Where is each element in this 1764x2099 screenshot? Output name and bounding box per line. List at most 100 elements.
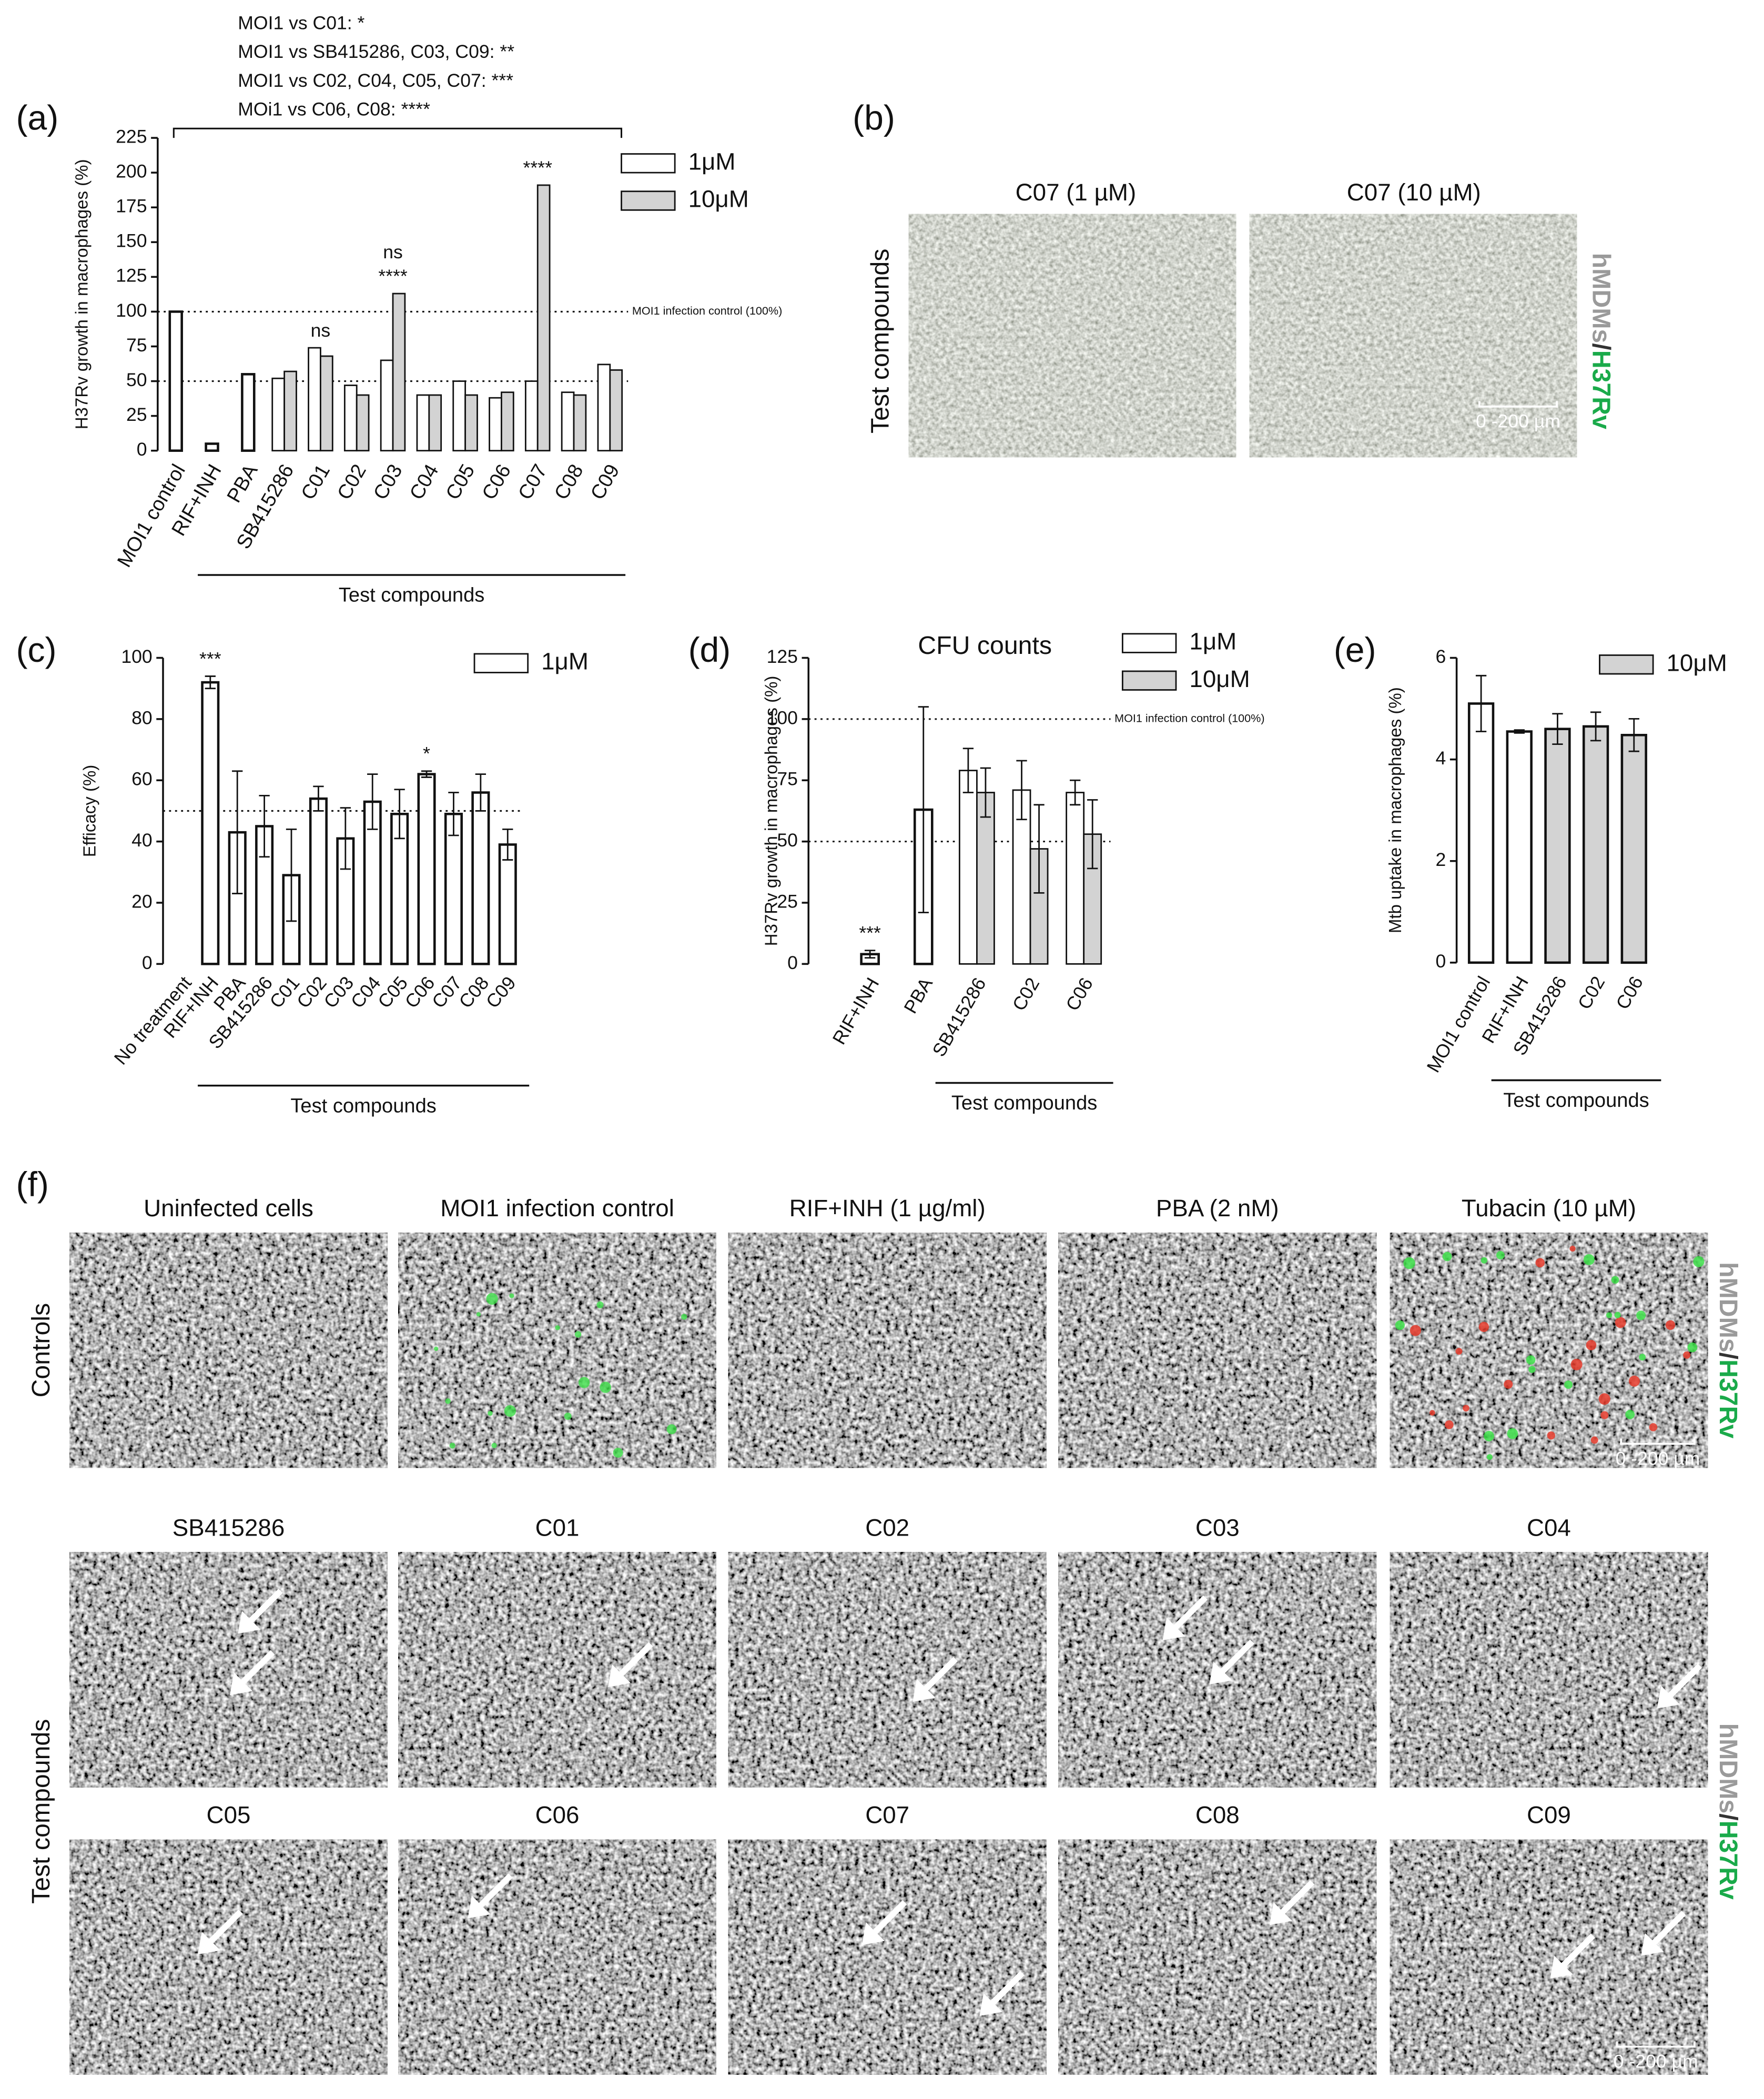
spot (1598, 1393, 1610, 1405)
micrograph (1058, 1839, 1377, 2075)
stat-note: MOi1 vs C06, C08: **** (238, 98, 430, 119)
stain-label: hMDMs/H37Rv (1714, 1262, 1742, 1438)
spot (574, 1331, 582, 1338)
bar (417, 773, 436, 965)
spot (1625, 1409, 1635, 1419)
error-bar (962, 748, 974, 793)
stain-part: / (1714, 1813, 1742, 1820)
spot (1395, 1320, 1405, 1330)
legend-label: 1μM (541, 648, 589, 675)
panel-label: (c) (16, 630, 56, 669)
spot (681, 1314, 687, 1320)
bar (241, 373, 256, 452)
group-label: Test compounds (290, 1095, 437, 1117)
spot (1442, 1252, 1452, 1262)
error-bar (313, 785, 324, 812)
y-tick-label: 6 (1435, 646, 1446, 667)
y-tick-label: 50 (777, 830, 798, 851)
bar (205, 442, 219, 452)
scale-label: 0 -200 µm (1614, 2051, 1698, 2072)
arrow-head (198, 1932, 221, 1955)
stain-part: hMDMs (1714, 1723, 1742, 1814)
bar (536, 184, 551, 452)
spot (1569, 1245, 1576, 1252)
error-bar (1552, 713, 1563, 745)
y-tick-label: 75 (126, 335, 147, 356)
y-axis-label: H37Rv growth in macrophages (%) (72, 159, 91, 429)
error-bar (232, 770, 243, 894)
spot (596, 1301, 604, 1309)
y-tick-label: 0 (142, 952, 153, 973)
arrow (475, 1873, 513, 1911)
arrow (920, 1657, 958, 1695)
y-tick-label: 60 (131, 769, 153, 790)
stain-part: H37Rv (1714, 1821, 1742, 1900)
bar (1620, 733, 1647, 964)
y-tick-label: 80 (131, 707, 153, 728)
image-title: Uninfected cells (144, 1195, 313, 1222)
arrow (1216, 1639, 1254, 1678)
spot (488, 1410, 493, 1416)
panel-label: (b) (853, 98, 895, 137)
y-tick-label: 0 (137, 439, 147, 460)
bar (416, 394, 430, 452)
y-tick-label: 25 (126, 404, 147, 425)
spot (1484, 1430, 1495, 1441)
arrow (205, 1909, 243, 1947)
spot (555, 1325, 560, 1330)
arrow-head (1657, 1686, 1680, 1709)
spot (600, 1381, 612, 1393)
reference-label: MOI1 infection control (100%) (1114, 712, 1264, 725)
annotation: ns (311, 320, 331, 341)
spot (1649, 1423, 1658, 1431)
image-title: SB415286 (173, 1514, 285, 1541)
spot (504, 1405, 516, 1417)
annotation: * (423, 743, 430, 764)
arrow-head (1550, 1955, 1573, 1979)
y-tick-label: 40 (131, 830, 153, 851)
bar (380, 359, 394, 452)
stat-note: MOI1 vs C02, C04, C05, C07: *** (238, 70, 513, 91)
image-title: RIF+INH (1 µg/ml) (789, 1195, 986, 1222)
spot (1590, 1436, 1598, 1444)
spot (1570, 1358, 1583, 1370)
y-tick-label: 200 (116, 161, 147, 182)
micrograph (728, 1233, 1047, 1468)
error-bar (1069, 779, 1081, 806)
spot (1507, 1428, 1518, 1439)
spot (433, 1346, 439, 1351)
y-tick-label: 50 (126, 369, 147, 390)
image-title: C03 (1195, 1514, 1240, 1541)
arrow (1170, 1595, 1208, 1633)
y-tick-label: 20 (131, 891, 153, 912)
micrograph (1058, 1233, 1377, 1468)
group-label: Test compounds (1503, 1089, 1649, 1112)
spot (445, 1398, 451, 1404)
y-tick-label: 25 (777, 891, 798, 912)
error-bar (259, 794, 270, 858)
spot (1547, 1431, 1555, 1440)
arrow-head (1269, 1902, 1293, 1925)
arrow (615, 1642, 653, 1680)
bar (320, 355, 333, 452)
error-bar (1087, 799, 1098, 870)
arrow (237, 1650, 275, 1688)
bar (343, 385, 358, 452)
spot (1639, 1354, 1646, 1361)
bar (428, 394, 442, 452)
spot (1455, 1348, 1463, 1355)
arrow-head (1162, 1617, 1185, 1641)
image-title: C07 (865, 1802, 909, 1829)
arrow-head (1641, 1933, 1664, 1956)
legend-swatch (1599, 654, 1654, 675)
error-bar (1628, 718, 1639, 752)
spot (476, 1312, 481, 1317)
y-tick-label: 100 (116, 300, 147, 321)
annotation: **** (523, 157, 553, 178)
bar (168, 310, 183, 452)
scale-bar (1620, 1438, 1696, 1445)
stain-part: hMDMs (1587, 253, 1616, 344)
y-tick-label: 0 (1435, 951, 1446, 972)
panel-label: (e) (1334, 630, 1376, 669)
arrow-head (238, 1611, 261, 1634)
